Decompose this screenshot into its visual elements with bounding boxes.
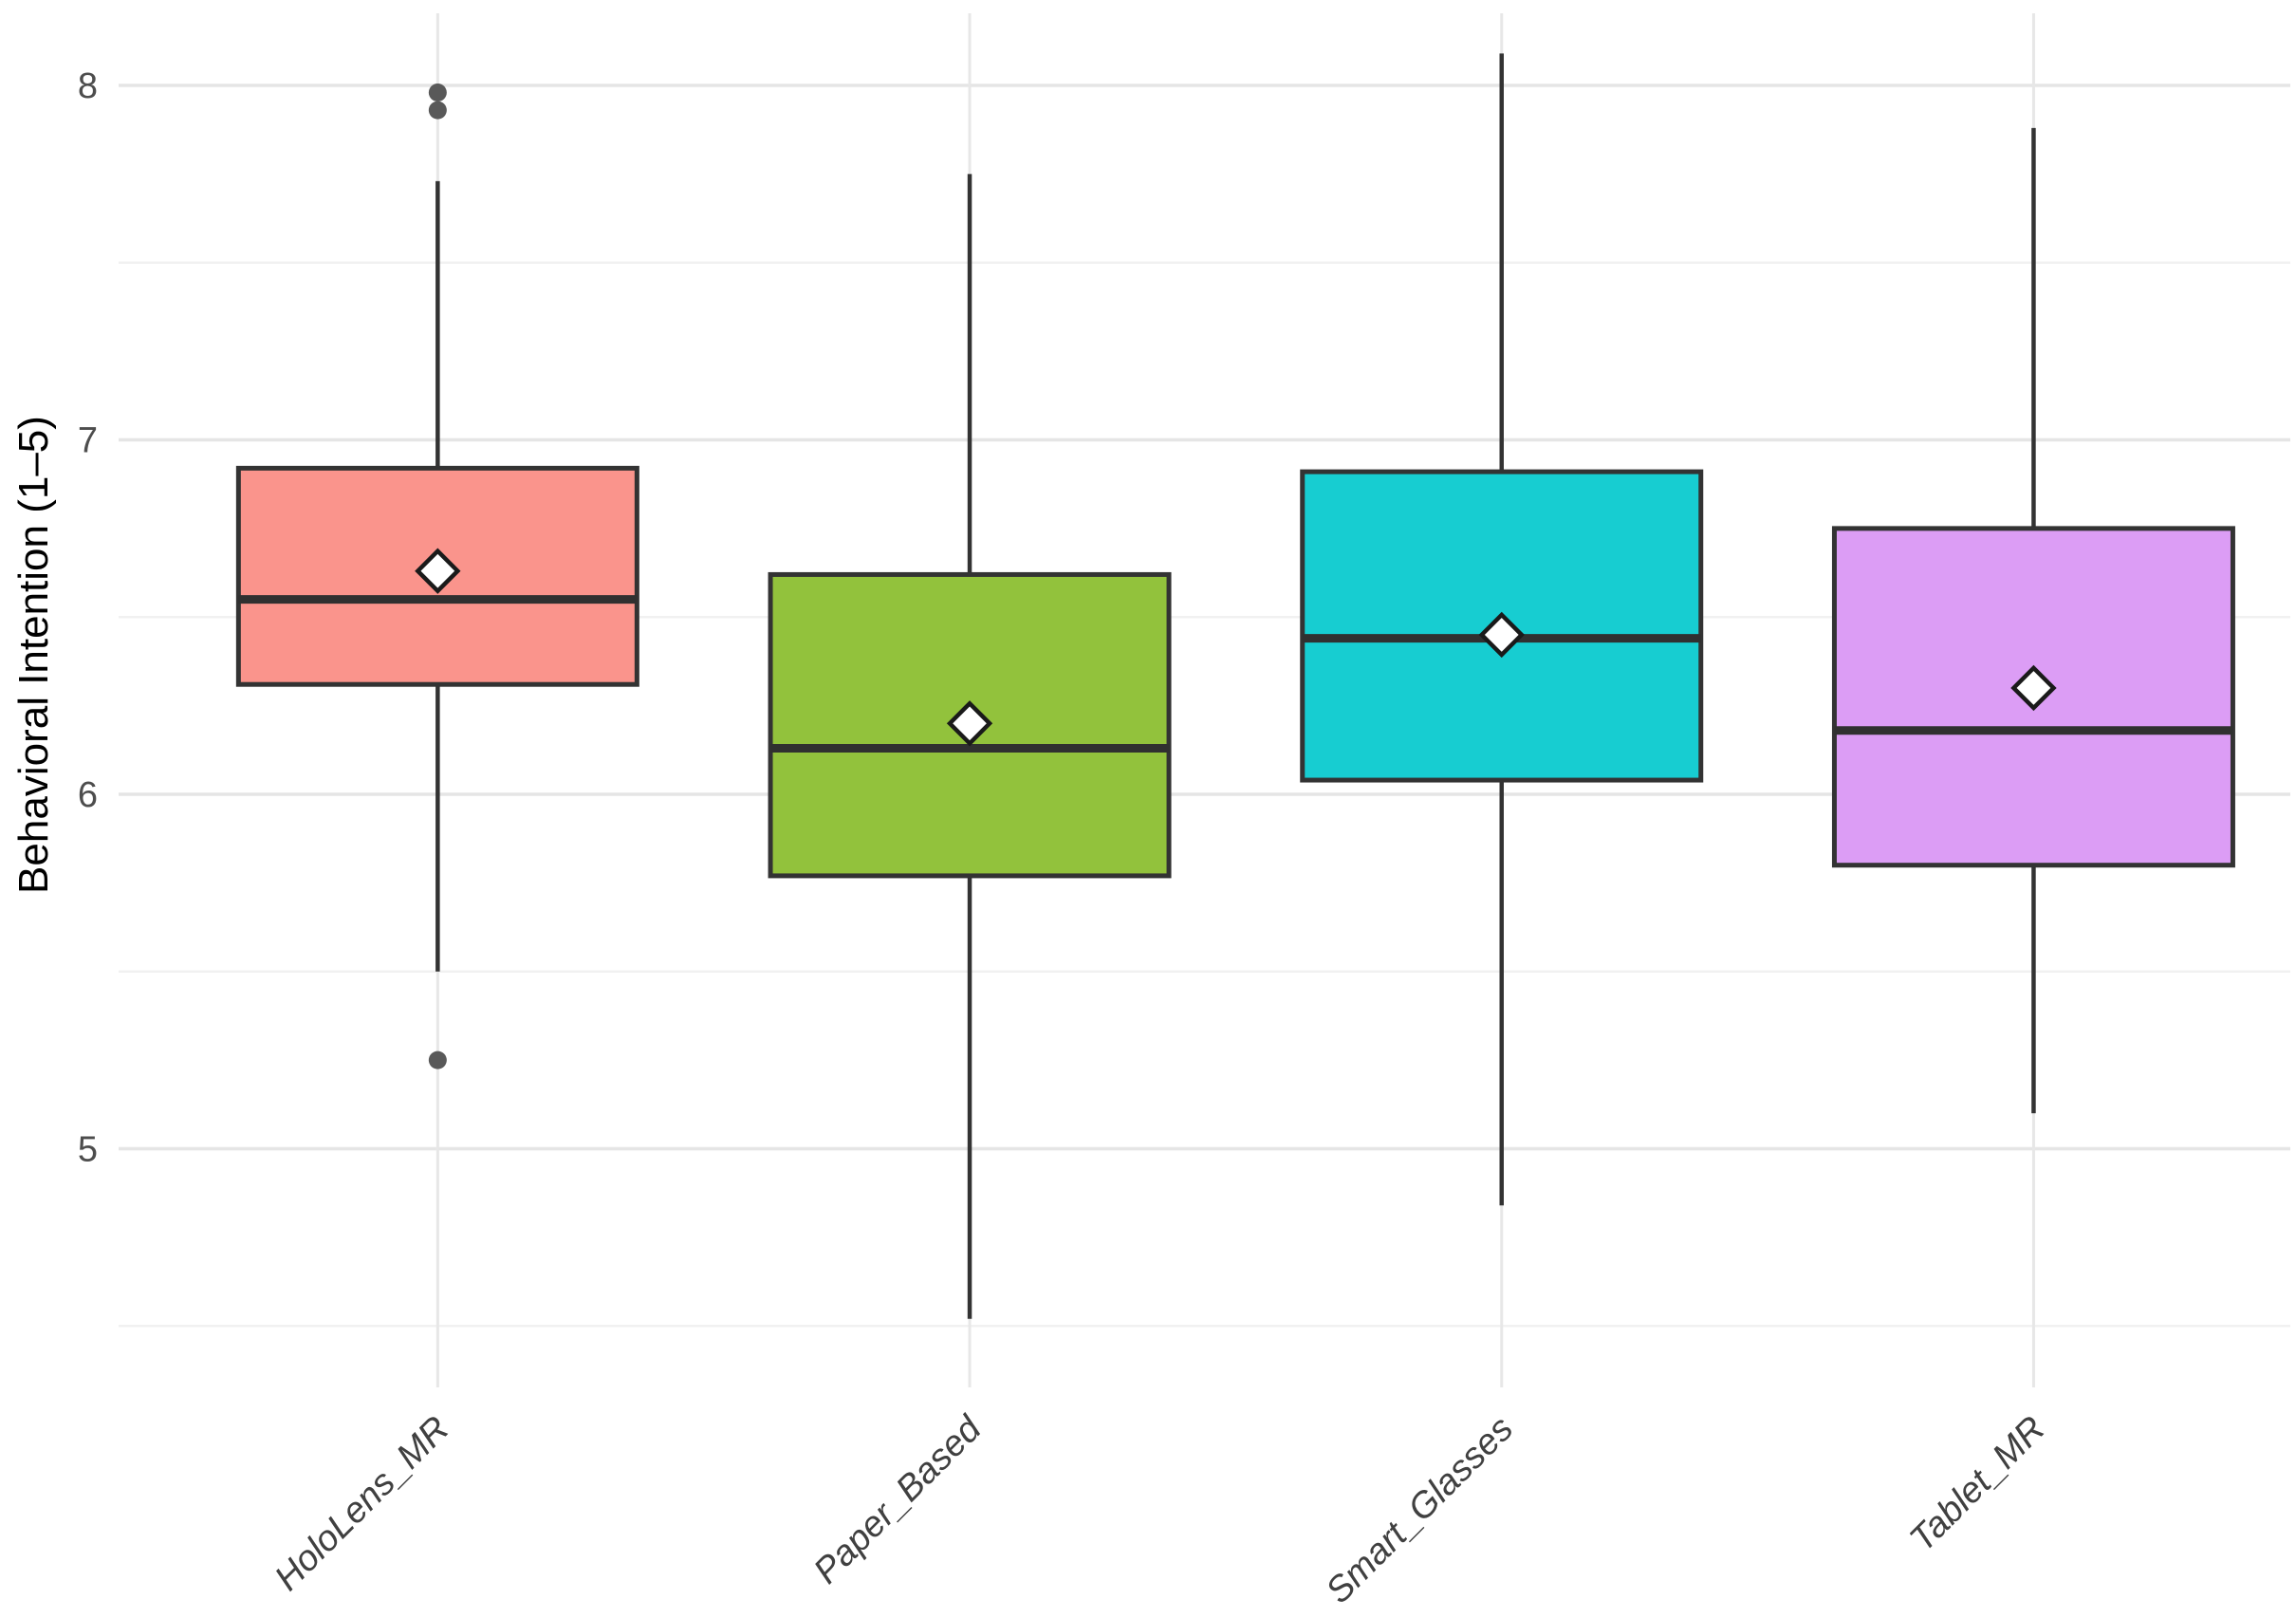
outlier-point [428, 83, 447, 102]
y-tick-label: 6 [78, 775, 98, 815]
mean-diamond [2010, 664, 2057, 712]
y-tick-label: 8 [78, 66, 98, 106]
x-category-label: Paper_Based [806, 1407, 991, 1591]
x-category-label: Smart_Glasses [1319, 1409, 1521, 1611]
iqr-box [1300, 469, 1704, 783]
mean-diamond [415, 548, 461, 594]
mean-diamond [1478, 611, 1525, 659]
x-category-label: Tablet_MR [1902, 1409, 2053, 1560]
y-tick-label: 7 [78, 421, 98, 461]
box-layer [235, 53, 2235, 1319]
y-tick-label: 5 [78, 1130, 98, 1170]
x-category-label: HoloLens_MR [268, 1409, 457, 1599]
y-axis-title: Behavioral Intention (1–5) [10, 416, 57, 894]
mean-diamond [946, 700, 993, 747]
outlier-point [428, 1051, 447, 1069]
outlier-point [428, 101, 447, 120]
